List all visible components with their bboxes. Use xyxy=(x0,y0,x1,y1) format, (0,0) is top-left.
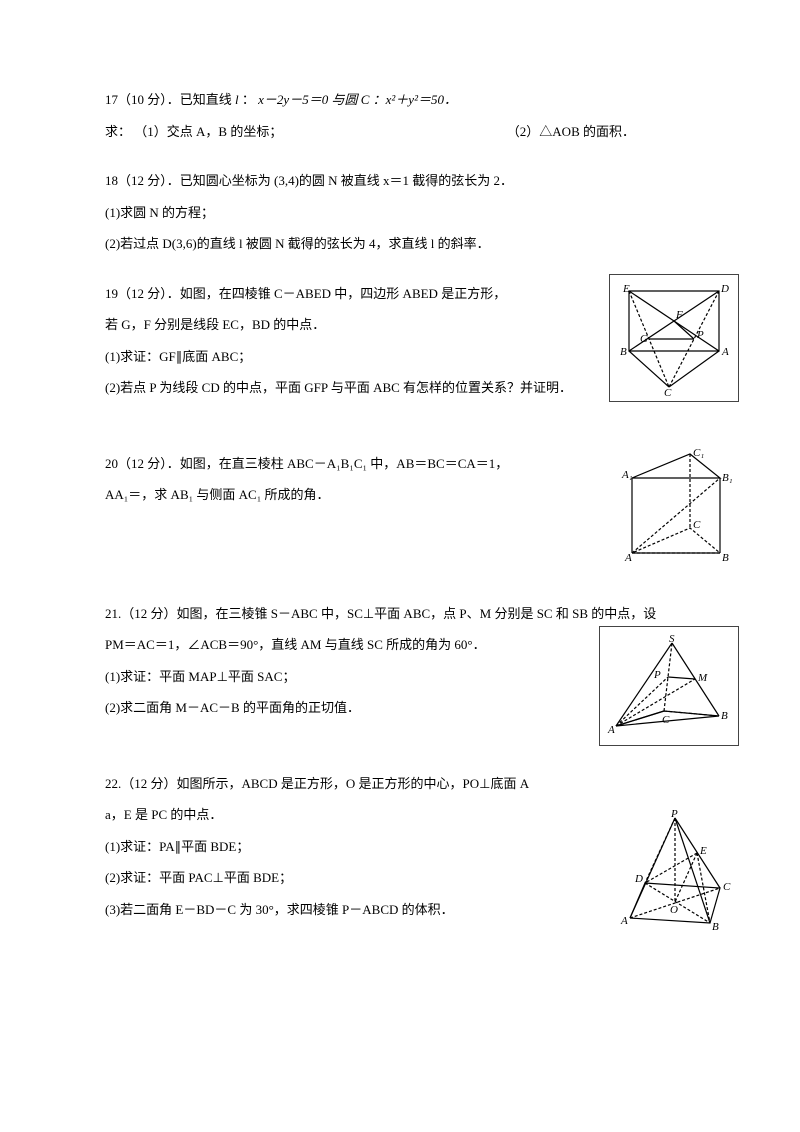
lbl-O: O xyxy=(670,904,678,916)
q22-figure: P E D C A B O xyxy=(611,804,739,937)
lbl-A1: A₁ xyxy=(621,469,633,481)
q18-part2: (2)若过点 D(3,6)的直线 l 被圆 N 截得的弦长为 4，求直线 l 的… xyxy=(105,234,695,254)
q18-head: 18（12 分）．已知圆心坐标为 (3,4)的圆 N 被直线 x＝1 截得的弦长… xyxy=(105,171,695,191)
lbl-B: B xyxy=(722,552,729,563)
q17-parts: 求： （1）交点 A，B 的坐标； （2）△AOB 的面积． xyxy=(105,122,695,142)
lbl-A: A xyxy=(721,346,729,358)
lbl-A: A xyxy=(624,552,632,563)
q17-colon: ： xyxy=(242,92,255,107)
question-21: S P M C B A 21.（12 分）如图，在三棱锥 S－ABC 中，SC⊥… xyxy=(105,604,695,744)
question-19: E D F P G B A C 19（12 分）．如图，在四棱锥 C－ABED … xyxy=(105,284,695,414)
lbl-B1: B₁ xyxy=(722,472,733,484)
q17-c: C xyxy=(361,92,370,107)
question-17: 17（10 分）．已知直线 l ： x－2y－5＝0 与圆 C ：x²＋y²＝5… xyxy=(105,90,695,141)
lbl-B: B xyxy=(712,921,719,933)
q22-part3: (3)若二面角 E－BD－C 为 30°，求四棱锥 P－ABCD 的体积． xyxy=(105,900,695,920)
lbl-P: P xyxy=(653,669,661,681)
lbl-P: P xyxy=(670,808,678,820)
q17-head-text: 17（10 分）．已知直线 xyxy=(105,92,232,107)
q17-head: 17（10 分）．已知直线 l ： x－2y－5＝0 与圆 C ：x²＋y²＝5… xyxy=(105,90,695,110)
q22-line2: a，E 是 PC 的中点． xyxy=(105,805,695,825)
lbl-C: C xyxy=(693,519,701,531)
q22-head: 22.（12 分）如图所示，ABCD 是正方形，O 是正方形的中心，PO⊥底面 … xyxy=(105,774,695,794)
lbl-B: B xyxy=(721,710,728,722)
q18-part1: (1)求圆 N 的方程； xyxy=(105,203,695,223)
q17-req: 求： xyxy=(105,124,131,139)
q17-part1: （1）交点 A，B 的坐标； xyxy=(134,124,282,139)
q22-part2: (2)求证：平面 PAC⊥平面 BDE； xyxy=(105,868,695,888)
lbl-C: C xyxy=(723,881,731,893)
question-18: 18（12 分）．已知圆心坐标为 (3,4)的圆 N 被直线 x＝1 截得的弦长… xyxy=(105,171,695,254)
q20-line2: AA₁＝，求 AB₁ 与侧面 AC₁ 所成的角． xyxy=(105,485,695,505)
q17-eq1: x－2y－5＝0 与圆 xyxy=(258,92,361,107)
question-22: P E D C A B O 22.（12 分）如图所示，ABCD 是正方形，O … xyxy=(105,774,695,934)
lbl-E: E xyxy=(622,283,630,295)
lbl-D: D xyxy=(720,283,729,295)
lbl-E: E xyxy=(699,845,707,857)
lbl-A: A xyxy=(607,724,615,736)
q19-head: 19（12 分）．如图，在四棱锥 C－ABED 中，四边形 ABED 是正方形， xyxy=(105,284,695,304)
lbl-P: P xyxy=(696,329,704,341)
lbl-S: S xyxy=(669,633,675,645)
q17-eq2: ：x²＋y²＝50． xyxy=(373,92,457,107)
q17-l: l xyxy=(235,92,239,107)
q20-head: 20（12 分）．如图，在直三棱柱 ABC－A₁B₁C₁ 中，AB＝BC＝CA＝… xyxy=(105,454,695,474)
lbl-D: D xyxy=(634,873,643,885)
q19-figure: E D F P G B A C xyxy=(609,274,739,402)
q22-part1: (1)求证：PA∥平面 BDE； xyxy=(105,837,695,857)
question-20: A B C A₁ B₁ C₁ 20（12 分）．如图，在直三棱柱 ABC－A₁B… xyxy=(105,454,695,574)
lbl-C: C xyxy=(662,714,670,726)
q19-part2: (2)若点 P 为线段 CD 的中点，平面 GFP 与平面 ABC 有怎样的位置… xyxy=(105,378,695,398)
q19-part1: (1)求证：GF∥底面 ABC； xyxy=(105,347,695,367)
q21-figure: S P M C B A xyxy=(599,626,739,746)
q19-line2: 若 G，F 分别是线段 EC，BD 的中点． xyxy=(105,315,695,335)
lbl-C1: C₁ xyxy=(693,448,704,459)
q17-part2: （2）△AOB 的面积． xyxy=(507,122,695,142)
q20-figure: A B C A₁ B₁ C₁ xyxy=(616,444,739,567)
q21-head: 21.（12 分）如图，在三棱锥 S－ABC 中，SC⊥平面 ABC，点 P、M… xyxy=(105,604,695,624)
lbl-B: B xyxy=(620,346,627,358)
lbl-C: C xyxy=(664,387,672,397)
lbl-F: F xyxy=(675,309,683,321)
lbl-M: M xyxy=(697,672,708,684)
lbl-G: G xyxy=(640,333,648,345)
lbl-A: A xyxy=(620,915,628,927)
